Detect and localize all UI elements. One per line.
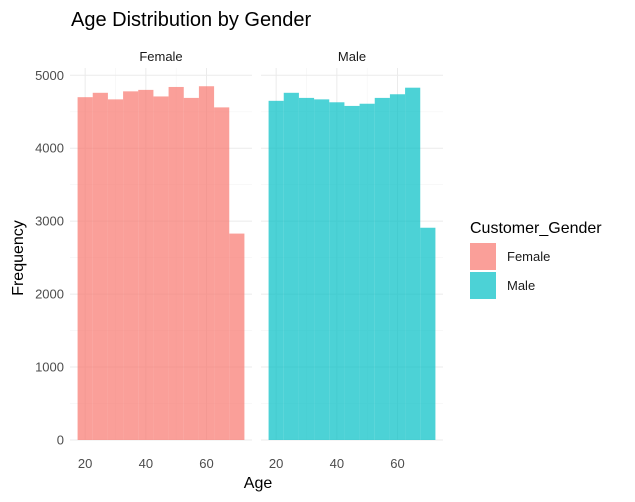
histogram-bar <box>198 86 215 440</box>
histogram-bar <box>138 89 154 440</box>
histogram-bar <box>214 107 230 440</box>
histogram-bar <box>283 92 299 441</box>
facet-strip-label: Male <box>338 49 366 64</box>
x-tick-label: 40 <box>330 456 344 471</box>
histogram-bar <box>268 100 284 440</box>
histogram-bar <box>153 96 169 441</box>
x-tick-label: 60 <box>390 456 404 471</box>
y-tick-label: 4000 <box>35 141 64 156</box>
facet-panels: Female 20 40 60 Male 20 40 60 0 1000 2000 3000 4000 5… <box>35 49 443 471</box>
histogram-bar <box>107 99 124 440</box>
legend-title: Customer_Gender <box>470 220 602 237</box>
chart-title: Age Distribution by Gender <box>71 9 311 31</box>
y-tick-label: 5000 <box>35 68 64 83</box>
legend: Customer_Gender Female Male <box>470 220 602 299</box>
histogram-bar <box>298 97 315 440</box>
histogram-bar <box>314 99 330 440</box>
x-axis-title: Age <box>244 475 273 492</box>
y-tick-label: 2000 <box>35 287 64 302</box>
y-axis-title: Frequency <box>10 220 27 296</box>
histogram-bar <box>389 94 406 441</box>
histogram-bar <box>92 92 108 441</box>
facet-female: Female 20 40 60 <box>70 49 252 471</box>
y-tick-label: 0 <box>57 433 64 448</box>
legend-entries: Female Male <box>470 243 550 299</box>
legend-label: Male <box>507 278 535 293</box>
x-tick-label: 20 <box>78 456 92 471</box>
x-tick-label: 40 <box>139 456 153 471</box>
legend-key <box>470 272 496 299</box>
histogram-bar <box>405 87 421 440</box>
histogram-bar <box>229 233 245 440</box>
legend-key <box>470 243 496 270</box>
histogram-bar <box>123 91 139 440</box>
histogram-bar <box>329 102 345 441</box>
histogram-bar <box>344 105 360 440</box>
histogram-bar <box>420 227 436 440</box>
x-tick-label: 60 <box>199 456 213 471</box>
facet-strip-label: Female <box>139 49 182 64</box>
histogram-bar <box>168 86 184 440</box>
y-tick-label: 1000 <box>35 360 64 375</box>
legend-entry-female: Female <box>470 243 550 270</box>
histogram-bar <box>77 97 93 441</box>
legend-label: Female <box>507 249 550 264</box>
histogram-bar <box>374 97 390 440</box>
legend-entry-male: Male <box>470 272 535 299</box>
histogram-bar <box>359 103 375 440</box>
y-tick-label: 3000 <box>35 214 64 229</box>
histogram-bar <box>183 97 199 440</box>
x-tick-label: 20 <box>269 456 283 471</box>
facet-male: Male 20 40 60 <box>261 49 443 471</box>
